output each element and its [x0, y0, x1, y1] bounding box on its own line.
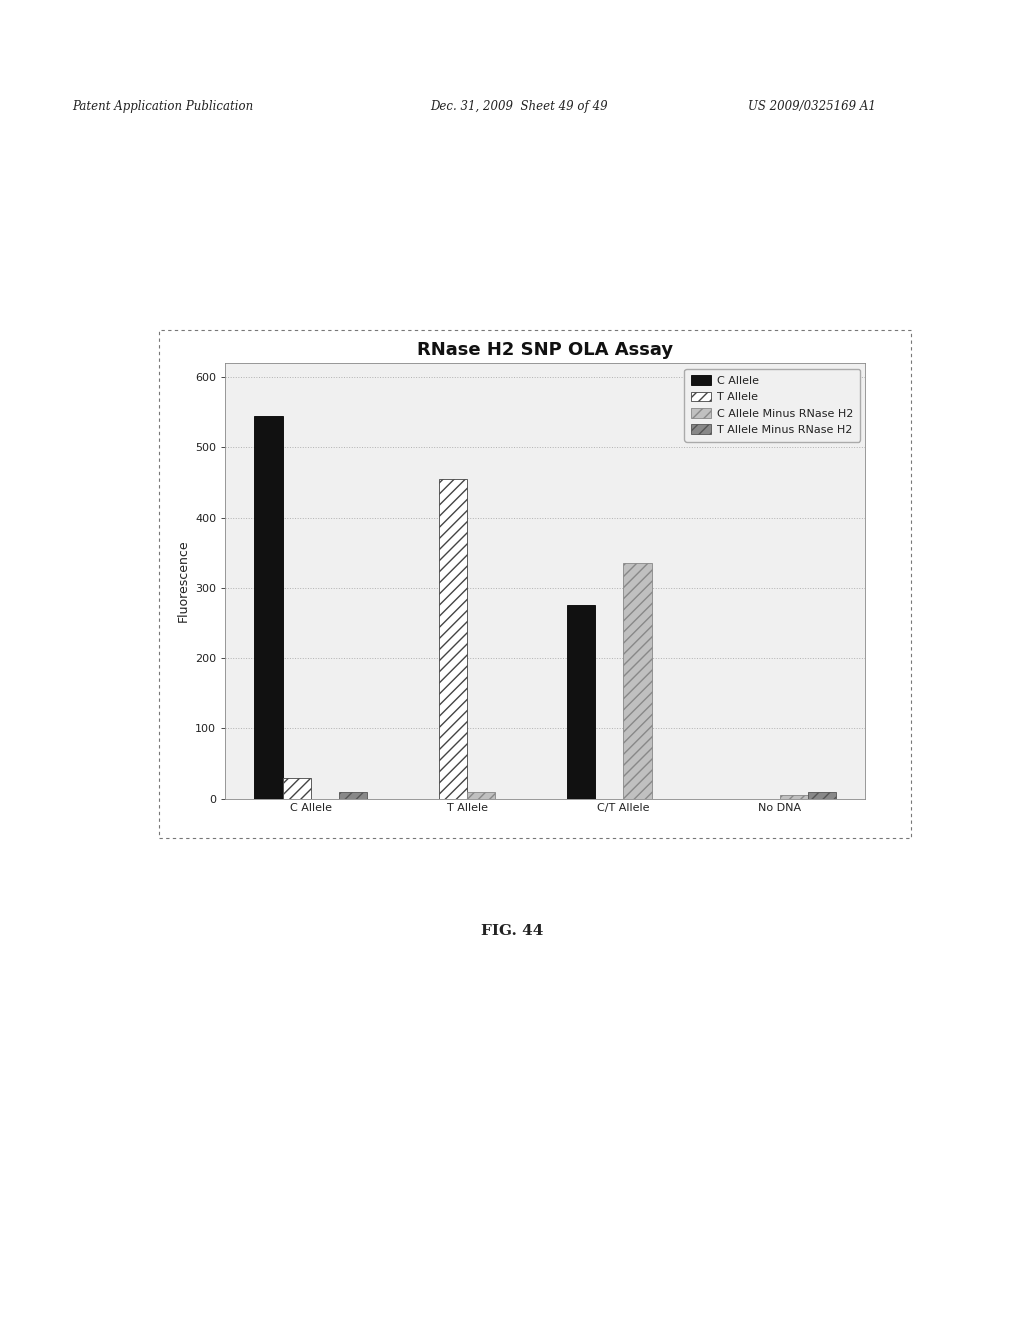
Bar [467, 792, 496, 799]
Bar [567, 606, 595, 799]
Y-axis label: Fluorescence: Fluorescence [176, 540, 189, 622]
Bar [780, 795, 808, 799]
Bar [339, 792, 367, 799]
Bar [254, 416, 283, 799]
Text: FIG. 44: FIG. 44 [481, 924, 543, 937]
Legend: C Allele, T Allele, C Allele Minus RNase H2, T Allele Minus RNase H2: C Allele, T Allele, C Allele Minus RNase… [684, 368, 860, 442]
Bar [283, 777, 310, 799]
Bar [439, 479, 467, 799]
Text: US 2009/0325169 A1: US 2009/0325169 A1 [748, 100, 876, 114]
Bar [624, 564, 651, 799]
Bar [808, 792, 837, 799]
Text: Patent Application Publication: Patent Application Publication [72, 100, 253, 114]
Text: Dec. 31, 2009  Sheet 49 of 49: Dec. 31, 2009 Sheet 49 of 49 [430, 100, 607, 114]
Title: RNase H2 SNP OLA Assay: RNase H2 SNP OLA Assay [417, 341, 674, 359]
